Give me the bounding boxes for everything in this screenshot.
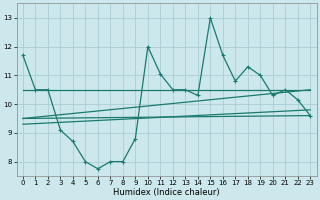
X-axis label: Humidex (Indice chaleur): Humidex (Indice chaleur) (113, 188, 220, 197)
